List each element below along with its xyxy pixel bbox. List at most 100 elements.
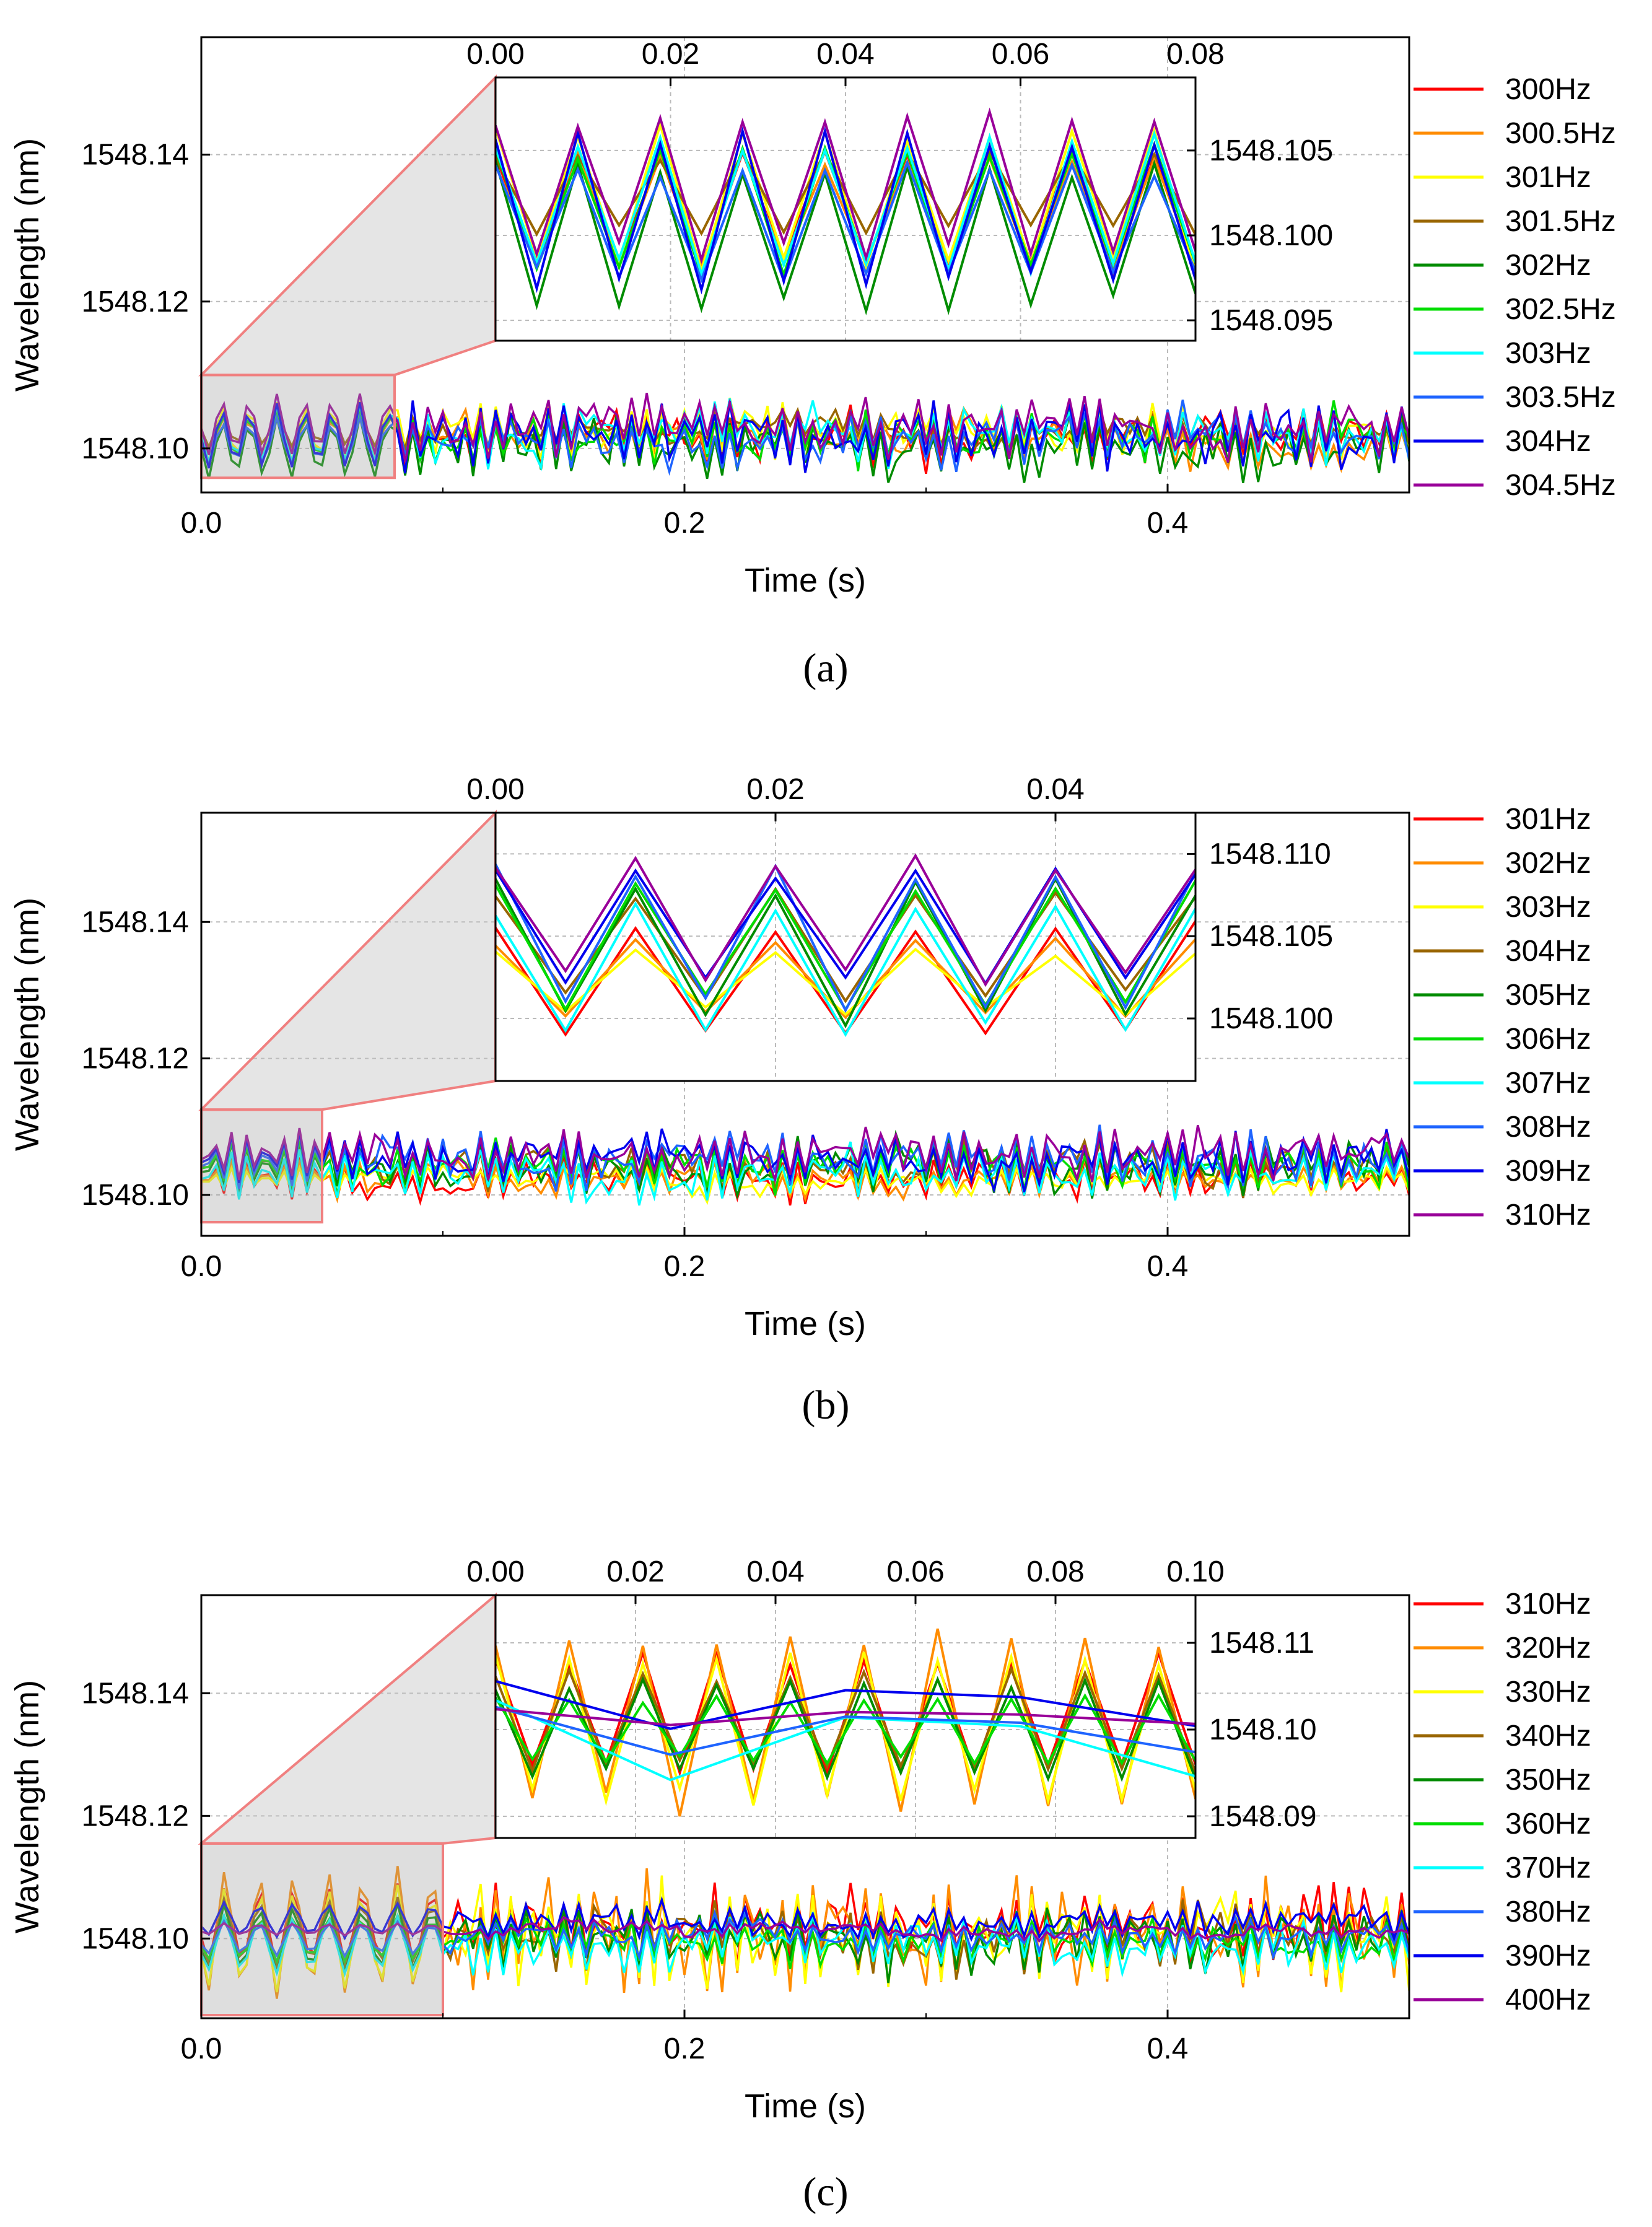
- inset-x-tick-label: 0.06: [886, 1555, 944, 1588]
- inset-y-tick-label: 1548.105: [1209, 920, 1333, 953]
- inset-x-tick-label: 0.04: [1026, 773, 1084, 806]
- legend-label: 303.5Hz: [1505, 381, 1616, 414]
- panel-caption: (c): [803, 2169, 848, 2215]
- inset-y-tick-label: 1548.110: [1209, 838, 1331, 870]
- main-y-tick-label: 1548.12: [81, 286, 189, 318]
- legend-label: 306Hz: [1505, 1023, 1591, 1056]
- main-line-309Hz: [201, 1128, 1409, 1194]
- y-axis-label: Wavelength (nm): [9, 1680, 46, 1933]
- main-line-310Hz: [201, 1124, 1409, 1184]
- inset-series-group: [496, 853, 1195, 1038]
- inset-line-304Hz: [496, 126, 1195, 295]
- legend-label: 350Hz: [1505, 1764, 1591, 1796]
- legend-label: 320Hz: [1505, 1632, 1591, 1665]
- inset-x-tick-label: 0.02: [606, 1555, 664, 1588]
- main-y-tick-label: 1548.10: [81, 1179, 189, 1212]
- main-y-tick-label: 1548.14: [81, 906, 189, 938]
- legend-label: 302Hz: [1505, 249, 1591, 282]
- inset-x-tick-label: 0.00: [466, 38, 524, 71]
- inset-series-group: [496, 1628, 1195, 1817]
- inset-series-group: [496, 107, 1195, 316]
- legend-label: 301Hz: [1505, 161, 1591, 194]
- main-x-tick-label: 0.0: [181, 2032, 222, 2065]
- main-line-306Hz: [201, 1137, 1409, 1196]
- legend: 300Hz 300.5Hz 301Hz 301.5Hz 302Hz 302.5Hz 303H…: [1414, 73, 1616, 502]
- zoom-region: [200, 1842, 444, 2017]
- inset-line-390Hz: [496, 1679, 1195, 1730]
- main-series-group: [201, 1866, 1409, 1999]
- inset-y-tick-label: 1548.11: [1209, 1627, 1314, 1660]
- legend-label: 305Hz: [1505, 979, 1591, 1012]
- legend-label: 300Hz: [1505, 73, 1591, 106]
- main-x-tick-label: 0.2: [664, 1250, 706, 1283]
- legend-label: 307Hz: [1505, 1067, 1591, 1100]
- legend-label: 303Hz: [1505, 891, 1591, 924]
- legend-label: 310Hz: [1505, 1588, 1591, 1621]
- legend-label: 302.5Hz: [1505, 293, 1616, 326]
- inset-x-tick-label: 0.08: [1026, 1555, 1084, 1588]
- x-axis-label: Time (s): [745, 562, 866, 599]
- main-line-400Hz: [201, 1915, 1409, 1943]
- legend-label: 310Hz: [1505, 1199, 1591, 1232]
- zoom-region: [200, 1108, 323, 1223]
- main-x-tick-label: 0.0: [181, 507, 222, 540]
- main-line-380Hz: [201, 1909, 1409, 1961]
- main-x-tick-label: 0.4: [1147, 1250, 1189, 1283]
- inset-y-tick-label: 1548.100: [1209, 1002, 1333, 1035]
- inset-x-tick-label: 0.04: [746, 1555, 804, 1588]
- y-axis-label: Wavelength (nm): [9, 138, 46, 392]
- legend-label: 400Hz: [1505, 1984, 1591, 2016]
- inset-y-tick-label: 1548.10: [1209, 1713, 1317, 1746]
- main-x-tick-label: 0.4: [1147, 507, 1189, 540]
- inset-line-302Hz: [496, 936, 1195, 1020]
- panel-1: 0.0 0.2 0.4 1548.10 1548.12 1548.14 Time (s) Wa…: [9, 773, 1591, 1428]
- main-series-group: [201, 1124, 1409, 1206]
- inset-line-303.5Hz: [496, 159, 1195, 284]
- inset-x-tick-label: 0.06: [992, 38, 1049, 71]
- inset-y-tick-label: 1548.105: [1209, 134, 1333, 167]
- panel-2: 0.0 0.2 0.4 1548.10 1548.12 1548.14 Time (s) Wa…: [9, 1555, 1591, 2215]
- main-x-tick-label: 0.2: [664, 2032, 706, 2065]
- inset-line-340Hz: [496, 1665, 1195, 1774]
- main-axes-frame: [200, 36, 1410, 494]
- legend-label: 380Hz: [1505, 1896, 1591, 1928]
- legend-label: 304Hz: [1505, 425, 1591, 458]
- main-y-tick-label: 1548.12: [81, 1800, 189, 1832]
- zoom-connector: [198, 1592, 497, 1845]
- legend-label: 360Hz: [1505, 1808, 1591, 1840]
- main-x-tick-label: 0.2: [664, 507, 706, 540]
- main-y-tick-label: 1548.10: [81, 1922, 189, 1955]
- main-series-group: [201, 393, 1409, 483]
- inset-x-tick-label: 0.08: [1166, 38, 1224, 71]
- inset-x-tick-label: 0.00: [466, 1555, 524, 1588]
- inset-line-400Hz: [496, 1708, 1195, 1726]
- legend-label: 302Hz: [1505, 847, 1591, 880]
- panel-0: 0.0 0.2 0.4 1548.10 1548.12 1548.14 Time (s) Wa…: [9, 36, 1616, 691]
- inset-y-tick-label: 1548.095: [1209, 304, 1333, 337]
- zoom-connector: [198, 810, 497, 1111]
- inset-line-308Hz: [496, 863, 1195, 1013]
- legend-label: 304Hz: [1505, 935, 1591, 968]
- legend-label: 370Hz: [1505, 1852, 1591, 1884]
- x-axis-label: Time (s): [745, 1305, 866, 1342]
- legend-label: 303Hz: [1505, 337, 1591, 370]
- main-line-304.5Hz: [201, 393, 1409, 463]
- inset-x-tick-label: 0.04: [816, 38, 874, 71]
- panel-caption: (a): [803, 645, 848, 691]
- inset-y-tick-label: 1548.09: [1209, 1800, 1317, 1833]
- inset-axes-frame: [494, 812, 1197, 1082]
- main-y-tick-label: 1548.14: [81, 139, 189, 172]
- inset-y-tick-label: 1548.100: [1209, 219, 1333, 252]
- zoom-connector: [198, 74, 497, 377]
- main-line-304Hz: [201, 400, 1409, 474]
- main-y-tick-label: 1548.12: [81, 1043, 189, 1075]
- legend: 310Hz 320Hz 330Hz 340Hz 350Hz 360Hz 370Hz 380Hz…: [1414, 1588, 1591, 2016]
- legend-label: 301.5Hz: [1505, 205, 1616, 238]
- legend-label: 308Hz: [1505, 1111, 1591, 1144]
- main-x-tick-label: 0.4: [1147, 2032, 1189, 2065]
- inset-axes-frame: [494, 1594, 1197, 1839]
- inset-x-tick-label: 0.02: [642, 38, 699, 71]
- panel-caption: (b): [802, 1383, 850, 1428]
- inset-line-305Hz: [496, 876, 1195, 1029]
